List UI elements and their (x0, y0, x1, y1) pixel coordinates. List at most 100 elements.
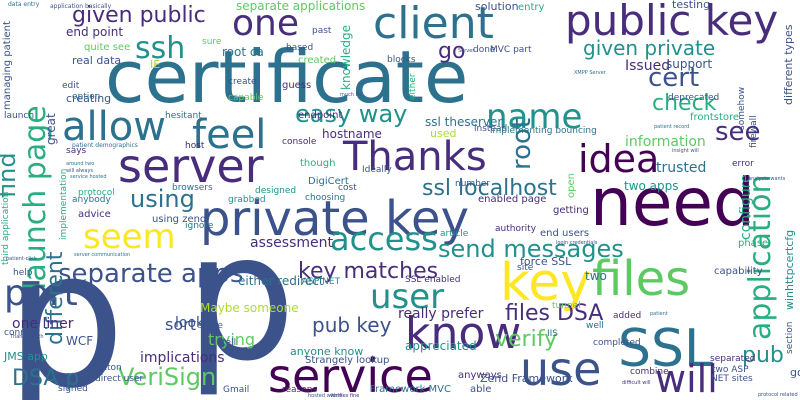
word: host (185, 141, 205, 151)
word: combine (630, 367, 669, 377)
word: certificate (105, 35, 468, 119)
word: got (790, 366, 800, 379)
word: tell (222, 338, 236, 348)
word: really prefer (398, 306, 484, 322)
word: anyone know (290, 345, 363, 358)
word: frontstore (690, 112, 739, 123)
word: hostname (322, 127, 382, 141)
word: Zend Framework (480, 372, 573, 385)
word: implementing bouncing (490, 126, 597, 136)
word: though (300, 158, 335, 169)
word: Maybe someone (200, 301, 299, 315)
word: redirect user (86, 374, 144, 384)
word: patient-click (6, 256, 37, 262)
word: create (228, 77, 257, 87)
word: service (268, 349, 433, 400)
word: DSA p (12, 366, 79, 391)
word: different types (782, 24, 795, 105)
word: public key (565, 0, 778, 45)
word: advice (78, 209, 111, 220)
word: either redirect (238, 274, 324, 288)
word: port (4, 273, 78, 314)
word: root (507, 118, 537, 170)
word: using zend (152, 214, 206, 225)
word: end users (540, 228, 589, 239)
word: site (517, 263, 534, 273)
word: end point (66, 25, 123, 39)
word: cost (338, 183, 357, 193)
word: WCF (66, 334, 93, 348)
word: pub (742, 343, 784, 368)
word: somehow (737, 87, 747, 130)
word: getting (553, 205, 589, 216)
word: easy way (295, 100, 407, 128)
word: grabbed (228, 195, 266, 205)
word: great (44, 113, 58, 145)
word: Thanks (342, 134, 487, 180)
word: private key (200, 191, 469, 247)
word: created (298, 55, 336, 66)
word: completed (593, 338, 641, 348)
word: patient record (654, 124, 689, 130)
word: connect (4, 328, 40, 338)
word: verifies fine (330, 393, 359, 399)
word: signed (58, 384, 88, 394)
word: assessment (250, 235, 333, 251)
word: Framework MVC (370, 384, 451, 395)
word: ssh (135, 31, 185, 66)
word: given private (583, 36, 715, 60)
word: around two (66, 161, 94, 167)
word: know (405, 308, 521, 359)
word: user (370, 277, 444, 317)
word: Thanks much (9, 334, 44, 340)
word: capable (228, 93, 264, 103)
word: root ca (222, 45, 264, 59)
word: use (520, 342, 601, 396)
word: see (715, 117, 761, 147)
word: JMS app (3, 350, 48, 363)
word: pub key (312, 313, 392, 337)
word: application basically (50, 3, 112, 10)
word: deprecated (668, 93, 719, 103)
word: given public (72, 3, 206, 28)
word: well (586, 321, 604, 331)
word: share (198, 321, 223, 331)
word: files (592, 251, 690, 307)
word: key (500, 253, 591, 313)
word: ssl theserver (425, 115, 502, 129)
word: feel (192, 112, 266, 158)
word: enabled page (478, 194, 546, 205)
word: blocks (387, 55, 416, 65)
word: patient demographics (72, 142, 138, 149)
word: insight will (672, 148, 699, 154)
word: Server (458, 48, 475, 54)
word: anybody (72, 195, 111, 205)
word: separate applications (236, 0, 365, 13)
word: key matches (298, 259, 438, 284)
word: real data (72, 54, 121, 67)
word: launch (4, 111, 34, 121)
word: go (438, 39, 465, 64)
word: seem (83, 217, 176, 257)
word: done (473, 45, 496, 55)
word: ssl localhost (422, 176, 557, 201)
word: look (175, 315, 205, 331)
word: protocol (78, 188, 115, 198)
word: Strangely lookup (305, 355, 389, 366)
word: ASP NET (302, 277, 341, 287)
word: verify (495, 327, 557, 352)
word: will (655, 357, 718, 400)
word: hosted within (308, 393, 342, 399)
word: authority (495, 224, 537, 234)
word: open (566, 173, 577, 198)
word: p (185, 197, 296, 400)
word: section (785, 322, 795, 354)
word: button (92, 363, 122, 373)
word: phase (738, 238, 768, 249)
word: managing patient (2, 21, 13, 110)
word: service hosted (70, 174, 107, 180)
word: solution (475, 0, 519, 13)
word: difficult will (622, 380, 651, 386)
word: protocol related (758, 392, 798, 398)
